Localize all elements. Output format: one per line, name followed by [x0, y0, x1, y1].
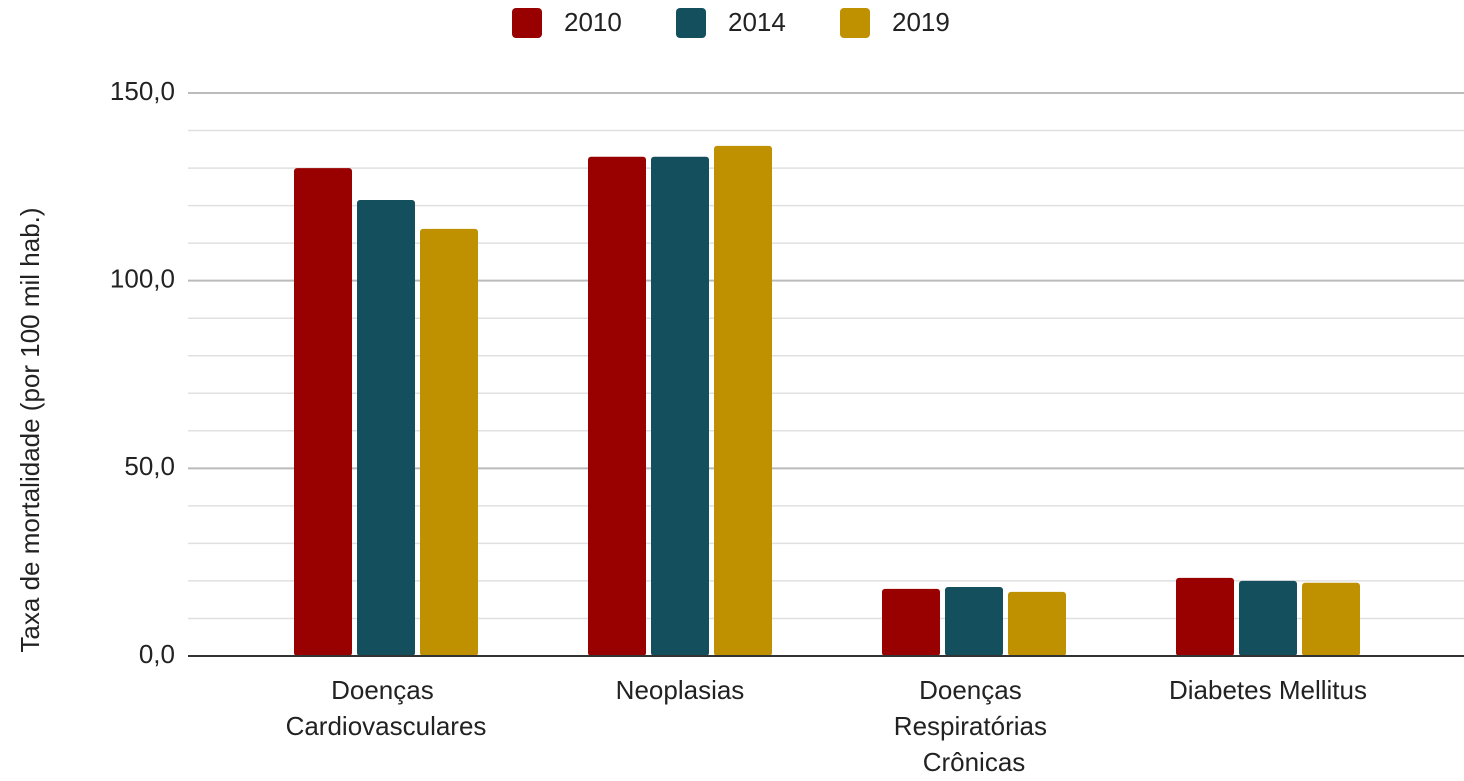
x-tick-label: Diabetes Mellitus [1169, 675, 1367, 705]
bar [588, 156, 646, 656]
legend-label: 2014 [728, 7, 786, 37]
bar [714, 145, 772, 656]
y-tick-label: 100,0 [110, 264, 175, 294]
x-tick-label: Doenças Respiratórias Crônicas [894, 675, 1054, 777]
bar [294, 168, 352, 657]
bar [1239, 580, 1297, 656]
bar [651, 156, 709, 656]
x-tick-label: Neoplasias [616, 675, 745, 705]
y-tick-label: 50,0 [124, 451, 175, 481]
bar [357, 199, 415, 656]
legend-swatch [840, 8, 870, 38]
bar [945, 586, 1003, 656]
y-tick-label: 0,0 [139, 639, 175, 669]
bar [1008, 591, 1066, 656]
bar [1302, 582, 1360, 656]
legend-swatch [676, 8, 706, 38]
legend-label: 2010 [564, 7, 622, 37]
legend-swatch [512, 8, 542, 38]
y-tick-label: 150,0 [110, 76, 175, 106]
bar [420, 228, 478, 656]
bar [1176, 577, 1234, 656]
x-tick-label: Doenças Cardiovasculares [286, 675, 487, 741]
bar [882, 588, 940, 656]
y-axis-title: Taxa de mortalidade (por 100 mil hab.) [15, 207, 45, 652]
legend-label: 2019 [892, 7, 950, 37]
